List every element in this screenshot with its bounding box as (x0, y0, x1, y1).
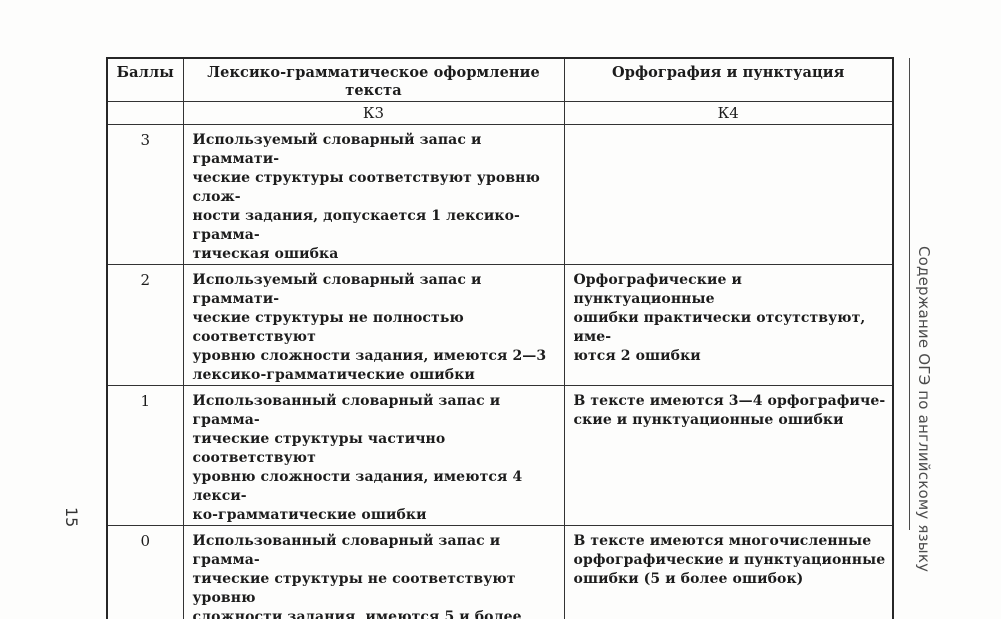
k3-description: Используемый словарный запас и граммати-… (182, 124, 565, 265)
score-value: 3 (106, 124, 184, 265)
table-row-score-3: 3 Используемый словарный запас и граммат… (106, 124, 894, 265)
criteria-k4-code: К4 (563, 101, 894, 125)
k4-description: Орфографические и пунктуационные ошибки … (563, 264, 894, 386)
table-row-score-0: 0 Использованный словарный запас и грамм… (106, 525, 894, 619)
criteria-k3-code: К3 (182, 101, 565, 125)
k3-description: Использованный словарный запас и грамма-… (182, 385, 565, 526)
k4-description (563, 124, 894, 265)
k4-description: В тексте имеются 3—4 орфографиче- ские и… (563, 385, 894, 526)
table-row-score-1: 1 Использованный словарный запас и грамм… (106, 385, 894, 526)
score-value: 2 (106, 264, 184, 386)
criteria-code-row: К3 К4 (106, 101, 894, 125)
table-header-row: Баллы Лексико-грамматическое оформление … (106, 57, 894, 102)
header-score-column: Баллы (106, 57, 184, 102)
k3-description: Использованный словарный запас и грамма-… (182, 525, 565, 619)
table-row-score-2: 2 Используемый словарный запас и граммат… (106, 264, 894, 386)
score-value: 0 (106, 525, 184, 619)
scoring-criteria-table: Баллы Лексико-грамматическое оформление … (106, 57, 894, 619)
criteria-empty-cell (106, 101, 184, 125)
k4-description: В тексте имеются многочисленные орфограф… (563, 525, 894, 619)
margin-rule (909, 58, 910, 530)
chapter-margin-label: Содержание ОГЭ по английскому языку (915, 246, 933, 573)
k3-description: Используемый словарный запас и граммати-… (182, 264, 565, 386)
header-k3-column: Лексико-грамматическое оформление текста (182, 57, 565, 102)
score-value: 1 (106, 385, 184, 526)
header-k4-column: Орфография и пунктуация (563, 57, 894, 102)
page-number: 15 (62, 507, 81, 528)
